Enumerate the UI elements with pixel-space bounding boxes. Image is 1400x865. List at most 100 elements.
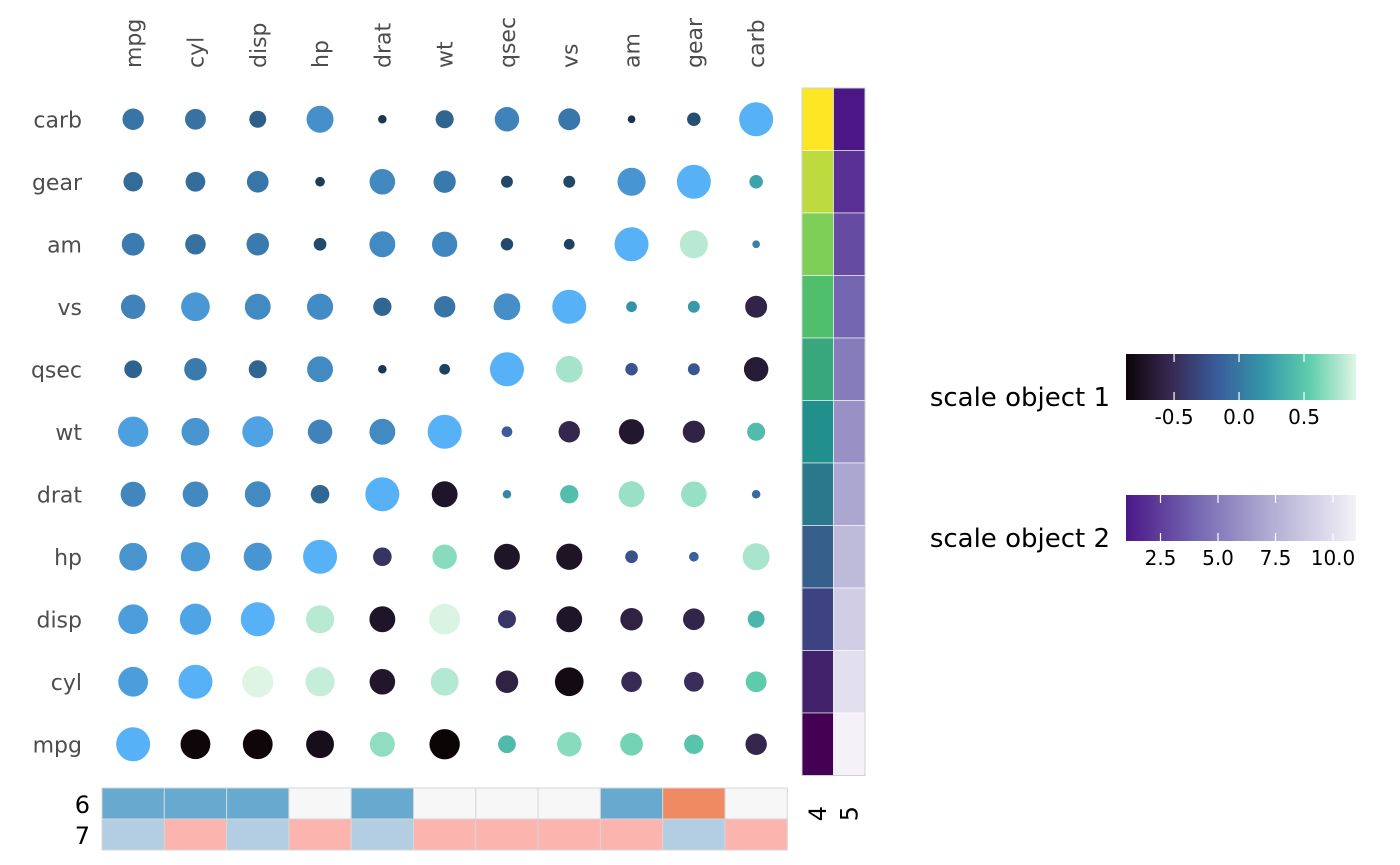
cell-mpg-cyl	[180, 729, 211, 760]
col-label-qsec: qsec	[496, 17, 521, 68]
cell-disp-gear	[683, 608, 705, 631]
legend-1-tick-label: -0.5	[1155, 405, 1194, 429]
cell-qsec-am	[625, 363, 638, 376]
right-anno-5-cell	[833, 87, 866, 151]
bottom-anno-7-cell	[599, 818, 664, 851]
col-label-drat: drat	[371, 23, 396, 68]
row-labels: carb gear am vs qsec wt drat hp disp cyl mpg	[31, 108, 83, 758]
correlation-circles	[116, 102, 774, 762]
cell-disp-disp	[240, 602, 275, 637]
cell-cyl-mpg	[118, 666, 149, 697]
legend-2-tick-label: 5.0	[1202, 546, 1234, 570]
cell-disp-qsec	[497, 610, 516, 629]
cell-wt-mpg	[117, 416, 149, 447]
cell-hp-hp	[303, 539, 338, 574]
cell-hp-disp	[243, 542, 272, 571]
cell-drat-gear	[681, 481, 707, 508]
row-label-qsec: qsec	[31, 358, 82, 383]
cell-hp-am	[625, 550, 638, 564]
cell-drat-vs	[560, 485, 579, 504]
cell-qsec-mpg	[124, 360, 143, 379]
cell-vs-carb	[745, 295, 768, 318]
row-label-gear: gear	[32, 171, 83, 196]
cell-am-mpg	[121, 232, 145, 256]
cell-hp-wt	[432, 544, 457, 569]
bottom-anno-7-cell	[537, 818, 601, 851]
right-anno-5-cell	[833, 587, 866, 651]
cell-drat-qsec	[502, 489, 512, 499]
cell-gear-vs	[563, 175, 576, 188]
cell-wt-gear	[682, 420, 705, 443]
bottom-anno-6-cell	[475, 787, 539, 820]
bottom-anno-7-cell	[350, 818, 415, 851]
cell-wt-hp	[307, 419, 333, 444]
bottom-anno-7-cell	[724, 818, 788, 851]
cell-disp-carb	[747, 610, 765, 628]
bottom-anno-label-7: 7	[75, 822, 90, 850]
cell-wt-drat	[369, 418, 396, 445]
cell-gear-disp	[246, 170, 269, 193]
legends: scale object 1 -0.5 0.0 0.5 scale object 2 2.…	[930, 354, 1356, 570]
cell-disp-drat	[369, 606, 396, 633]
cell-vs-hp	[306, 293, 334, 320]
cell-carb-hp	[306, 105, 334, 133]
row-label-disp: disp	[36, 608, 82, 633]
cell-drat-am	[618, 481, 645, 508]
cell-qsec-cyl	[184, 357, 207, 381]
cell-vs-mpg	[120, 294, 146, 319]
cell-vs-vs	[552, 289, 587, 324]
bottom-anno-7-cell	[101, 818, 165, 851]
legend-1-tick-label: 0.0	[1223, 405, 1255, 429]
col-label-disp: disp	[247, 22, 272, 68]
cell-mpg-drat	[369, 731, 395, 757]
bottom-anno-7-cell	[288, 818, 352, 851]
bottom-anno-6-cell	[662, 787, 726, 820]
right-anno-4-cell	[801, 400, 834, 464]
col-label-mpg: mpg	[122, 19, 147, 68]
cell-am-qsec	[500, 238, 514, 251]
cell-am-hp	[313, 237, 327, 251]
right-anno-4-cell	[801, 462, 834, 526]
cell-gear-qsec	[501, 175, 513, 188]
cell-cyl-qsec	[495, 670, 519, 694]
cell-am-gear	[679, 230, 708, 259]
cell-hp-gear	[689, 551, 699, 562]
bottom-anno-6-cell	[724, 787, 788, 820]
cell-drat-cyl	[182, 481, 209, 508]
cell-wt-qsec	[501, 426, 513, 438]
cell-am-disp	[246, 232, 270, 256]
cell-mpg-carb	[745, 733, 767, 755]
cell-carb-qsec	[494, 107, 520, 132]
cell-hp-drat	[373, 547, 392, 567]
cell-hp-cyl	[180, 542, 211, 572]
cell-gear-am	[617, 167, 646, 196]
cell-cyl-carb	[745, 671, 767, 693]
right-anno-4-cell	[801, 337, 834, 401]
cell-gear-mpg	[123, 172, 143, 192]
cell-qsec-gear	[687, 363, 700, 376]
bottom-anno-6-cell	[537, 787, 601, 820]
cell-cyl-wt	[430, 667, 459, 696]
row-label-carb: carb	[33, 108, 82, 133]
cell-cyl-vs	[554, 667, 584, 697]
cell-hp-carb	[742, 543, 770, 571]
right-anno-label-5: 5	[835, 806, 863, 821]
cell-vs-gear	[687, 300, 700, 313]
cell-hp-mpg	[119, 542, 148, 571]
cell-vs-disp	[244, 293, 271, 320]
cell-mpg-hp	[306, 730, 334, 759]
cell-am-vs	[563, 238, 575, 250]
cell-mpg-vs	[557, 732, 582, 757]
bottom-anno-6-cell	[226, 787, 290, 820]
cell-mpg-gear	[684, 734, 704, 754]
cell-qsec-carb	[743, 357, 769, 382]
right-anno-5-cell	[833, 337, 866, 401]
right-anno-4-cell	[801, 87, 834, 151]
cell-wt-disp	[242, 416, 274, 448]
col-label-cyl: cyl	[184, 37, 209, 68]
cell-mpg-qsec	[498, 735, 516, 754]
col-label-carb: carb	[745, 19, 770, 68]
cell-gear-gear	[676, 164, 711, 199]
